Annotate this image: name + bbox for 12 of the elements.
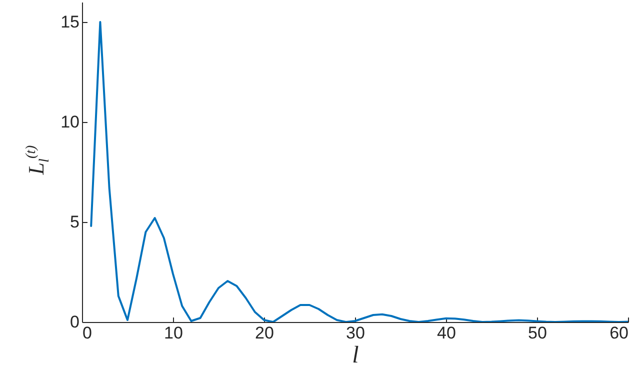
x-tick-label: 60	[610, 324, 628, 342]
x-tick-label: 0	[82, 324, 92, 342]
y-tick-label: 15	[60, 12, 80, 32]
line-series	[90, 21, 628, 322]
x-tick-label: 10	[164, 324, 183, 342]
y-tick-label: 5	[70, 212, 80, 232]
x-tick-label: 30	[346, 324, 365, 342]
x-tick-label: 40	[437, 324, 456, 342]
x-axis-title: l	[352, 342, 360, 368]
y-tick-label: 10	[60, 112, 80, 132]
x-tick-label: 50	[528, 324, 547, 342]
x-tick-label: 20	[255, 324, 274, 342]
